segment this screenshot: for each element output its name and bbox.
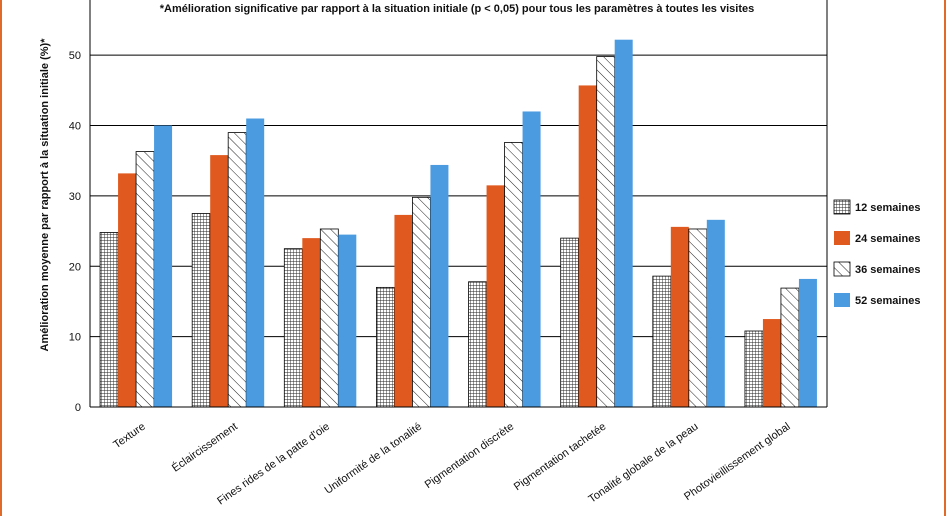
legend-swatch bbox=[834, 293, 850, 307]
legend-label: 12 semaines bbox=[855, 202, 920, 214]
category-label: Pigmentation discrète bbox=[423, 421, 517, 492]
bar bbox=[688, 228, 708, 408]
category-label: Pigmentation tachetée bbox=[512, 421, 609, 494]
legend-swatch bbox=[833, 261, 851, 277]
bar bbox=[210, 155, 229, 407]
bar bbox=[376, 286, 395, 408]
bar bbox=[154, 125, 173, 407]
bar bbox=[394, 214, 413, 407]
category-label: Texture bbox=[111, 421, 147, 452]
bar bbox=[522, 111, 541, 408]
bar bbox=[560, 237, 580, 408]
y-tick-labels: 0 10 20 30 40 50 bbox=[69, 50, 81, 414]
bar bbox=[744, 330, 764, 408]
y-axis-label: Amélioration moyenne par rapport à la si… bbox=[39, 38, 51, 352]
axes bbox=[89, 0, 828, 408]
bar bbox=[191, 213, 211, 408]
y-tick-label: 20 bbox=[69, 261, 81, 273]
bar bbox=[762, 319, 781, 407]
category-label: Uniformité de la tonalité bbox=[323, 421, 425, 497]
legend-label: 36 semaines bbox=[855, 264, 920, 276]
bar bbox=[780, 287, 800, 408]
y-tick-label: 50 bbox=[69, 50, 81, 62]
bar bbox=[338, 234, 357, 407]
bar bbox=[798, 278, 817, 407]
bar bbox=[596, 56, 616, 408]
bar bbox=[670, 226, 689, 407]
legend-label: 52 semaines bbox=[855, 295, 920, 307]
y-tick-label: 30 bbox=[69, 191, 81, 203]
bar bbox=[468, 281, 487, 408]
bar bbox=[578, 85, 597, 408]
bars bbox=[99, 39, 817, 408]
bar bbox=[135, 151, 155, 408]
category-label: Éclaircissement bbox=[169, 420, 240, 475]
bar bbox=[706, 219, 725, 407]
bar bbox=[246, 118, 265, 407]
bar bbox=[412, 196, 431, 408]
y-tick-label: 10 bbox=[69, 332, 81, 344]
bar bbox=[99, 232, 119, 408]
legend-swatch bbox=[833, 199, 851, 215]
bar bbox=[614, 39, 633, 408]
bar bbox=[652, 275, 672, 408]
bar bbox=[319, 228, 339, 408]
bar bbox=[118, 173, 137, 407]
bar bbox=[486, 185, 505, 407]
bar bbox=[504, 142, 523, 408]
y-tick-label: 0 bbox=[75, 402, 81, 414]
bar bbox=[430, 164, 449, 407]
legend-swatch bbox=[834, 231, 850, 245]
bar bbox=[227, 132, 247, 408]
legend-label: 24 semaines bbox=[855, 233, 920, 245]
y-tick-label: 40 bbox=[69, 121, 81, 133]
bar bbox=[302, 238, 321, 407]
bar bbox=[283, 248, 303, 408]
category-label: Photovieillissement global bbox=[682, 421, 793, 503]
significance-note: *Amélioration significative par rapport … bbox=[160, 3, 754, 15]
legend: 12 semaines 24 semaines 36 semaines 52 sema… bbox=[833, 199, 920, 307]
